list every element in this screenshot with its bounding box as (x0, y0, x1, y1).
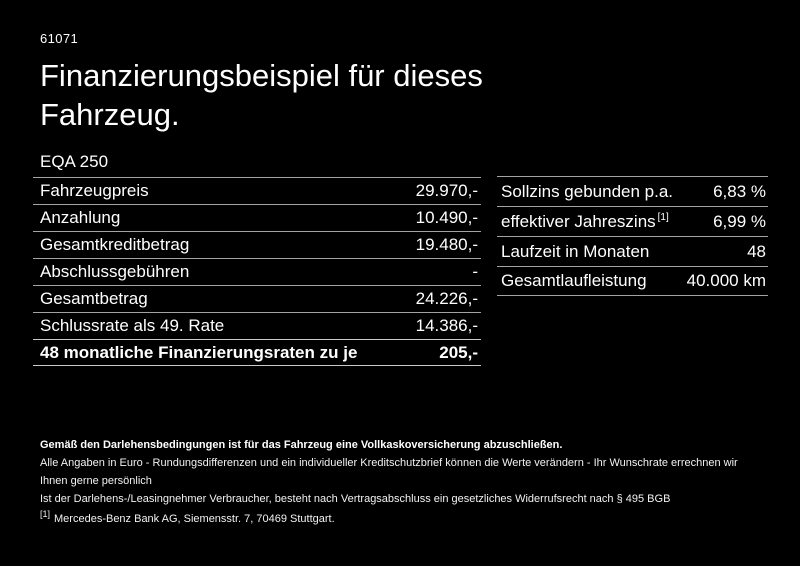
bank-footnote-text: Mercedes-Benz Bank AG, Siemensstr. 7, 70… (54, 513, 335, 525)
page-title-line1: Finanzierungsbeispiel für dieses (40, 58, 483, 93)
finance-table: Fahrzeugpreis 29.970,- Anzahlung 10.490,… (33, 177, 481, 366)
row-value: 6,83 % (713, 181, 766, 201)
finance-table-row: Gesamtkreditbetrag 19.480,- (33, 231, 481, 258)
row-label: Gesamtlaufleistung (501, 271, 647, 290)
finance-table-row: Abschlussgebühren - (33, 258, 481, 285)
row-value: 205,- (439, 342, 478, 362)
legal-note-line2: Ist der Darlehens-/Leasingnehmer Verbrau… (40, 493, 671, 505)
row-value: 48 (747, 241, 766, 261)
legal-notes: Gemäß den Darlehensbedingungen ist für d… (40, 436, 764, 528)
row-label: Anzahlung (40, 208, 121, 227)
row-label: Laufzeit in Monaten (501, 241, 650, 261)
vehicle-model-label: EQA 250 (40, 152, 109, 171)
row-label: Sollzins gebunden p.a. (501, 181, 674, 201)
page-title-line2: Fahrzeug. (40, 97, 180, 132)
conditions-table: Sollzins gebunden p.a. 6,83 % effektiver… (497, 176, 768, 296)
row-value: 14.386,- (415, 316, 478, 335)
row-label: Fahrzeugpreis (40, 181, 149, 200)
insurance-note: Gemäß den Darlehensbedingungen ist für d… (40, 439, 563, 451)
row-label: Abschlussgebühren (40, 262, 190, 281)
footnote-marker: [1] (40, 509, 51, 520)
finance-table-row: Fahrzeugpreis 29.970,- (33, 177, 481, 204)
finance-table-row: Schlussrate als 49. Rate 14.386,- (33, 312, 481, 339)
footnote-marker: [1] (657, 211, 669, 223)
conditions-table-row: Sollzins gebunden p.a. 6,83 % (497, 176, 768, 206)
conditions-table-row: effektiver Jahreszins [1] 6,99 % (497, 206, 768, 236)
row-value: 19.480,- (415, 235, 478, 254)
row-label: Schlussrate als 49. Rate (40, 316, 225, 335)
row-value: 10.490,- (415, 208, 478, 227)
finance-table-row: Anzahlung 10.490,- (33, 204, 481, 231)
row-label: Gesamtbetrag (40, 289, 148, 308)
page-title: Finanzierungsbeispiel für dieses Fahrzeu… (40, 56, 483, 134)
row-value: 40.000 km (686, 271, 766, 290)
finance-table-row: Gesamtbetrag 24.226,- (33, 285, 481, 312)
row-value: 24.226,- (415, 289, 478, 308)
finance-table-row: 48 monatliche Finanzierungsraten zu je 2… (33, 339, 481, 366)
reference-number: 61071 (40, 31, 79, 46)
conditions-table-row: Gesamtlaufleistung 40.000 km (497, 266, 768, 296)
bank-footnote: [1] Mercedes-Benz Bank AG, Siemensstr. 7,… (40, 510, 764, 528)
conditions-table-row: Laufzeit in Monaten 48 (497, 236, 768, 266)
row-value: 6,99 % (713, 211, 766, 231)
row-label: Gesamtkreditbetrag (40, 235, 190, 254)
row-value: - (472, 262, 478, 281)
row-value: 29.970,- (415, 181, 478, 200)
row-label: effektiver Jahreszins [1] (501, 211, 669, 231)
legal-note-line1: Alle Angaben in Euro - Rundungsdifferenz… (40, 457, 738, 487)
row-label: 48 monatliche Finanzierungsraten zu je (40, 342, 358, 362)
